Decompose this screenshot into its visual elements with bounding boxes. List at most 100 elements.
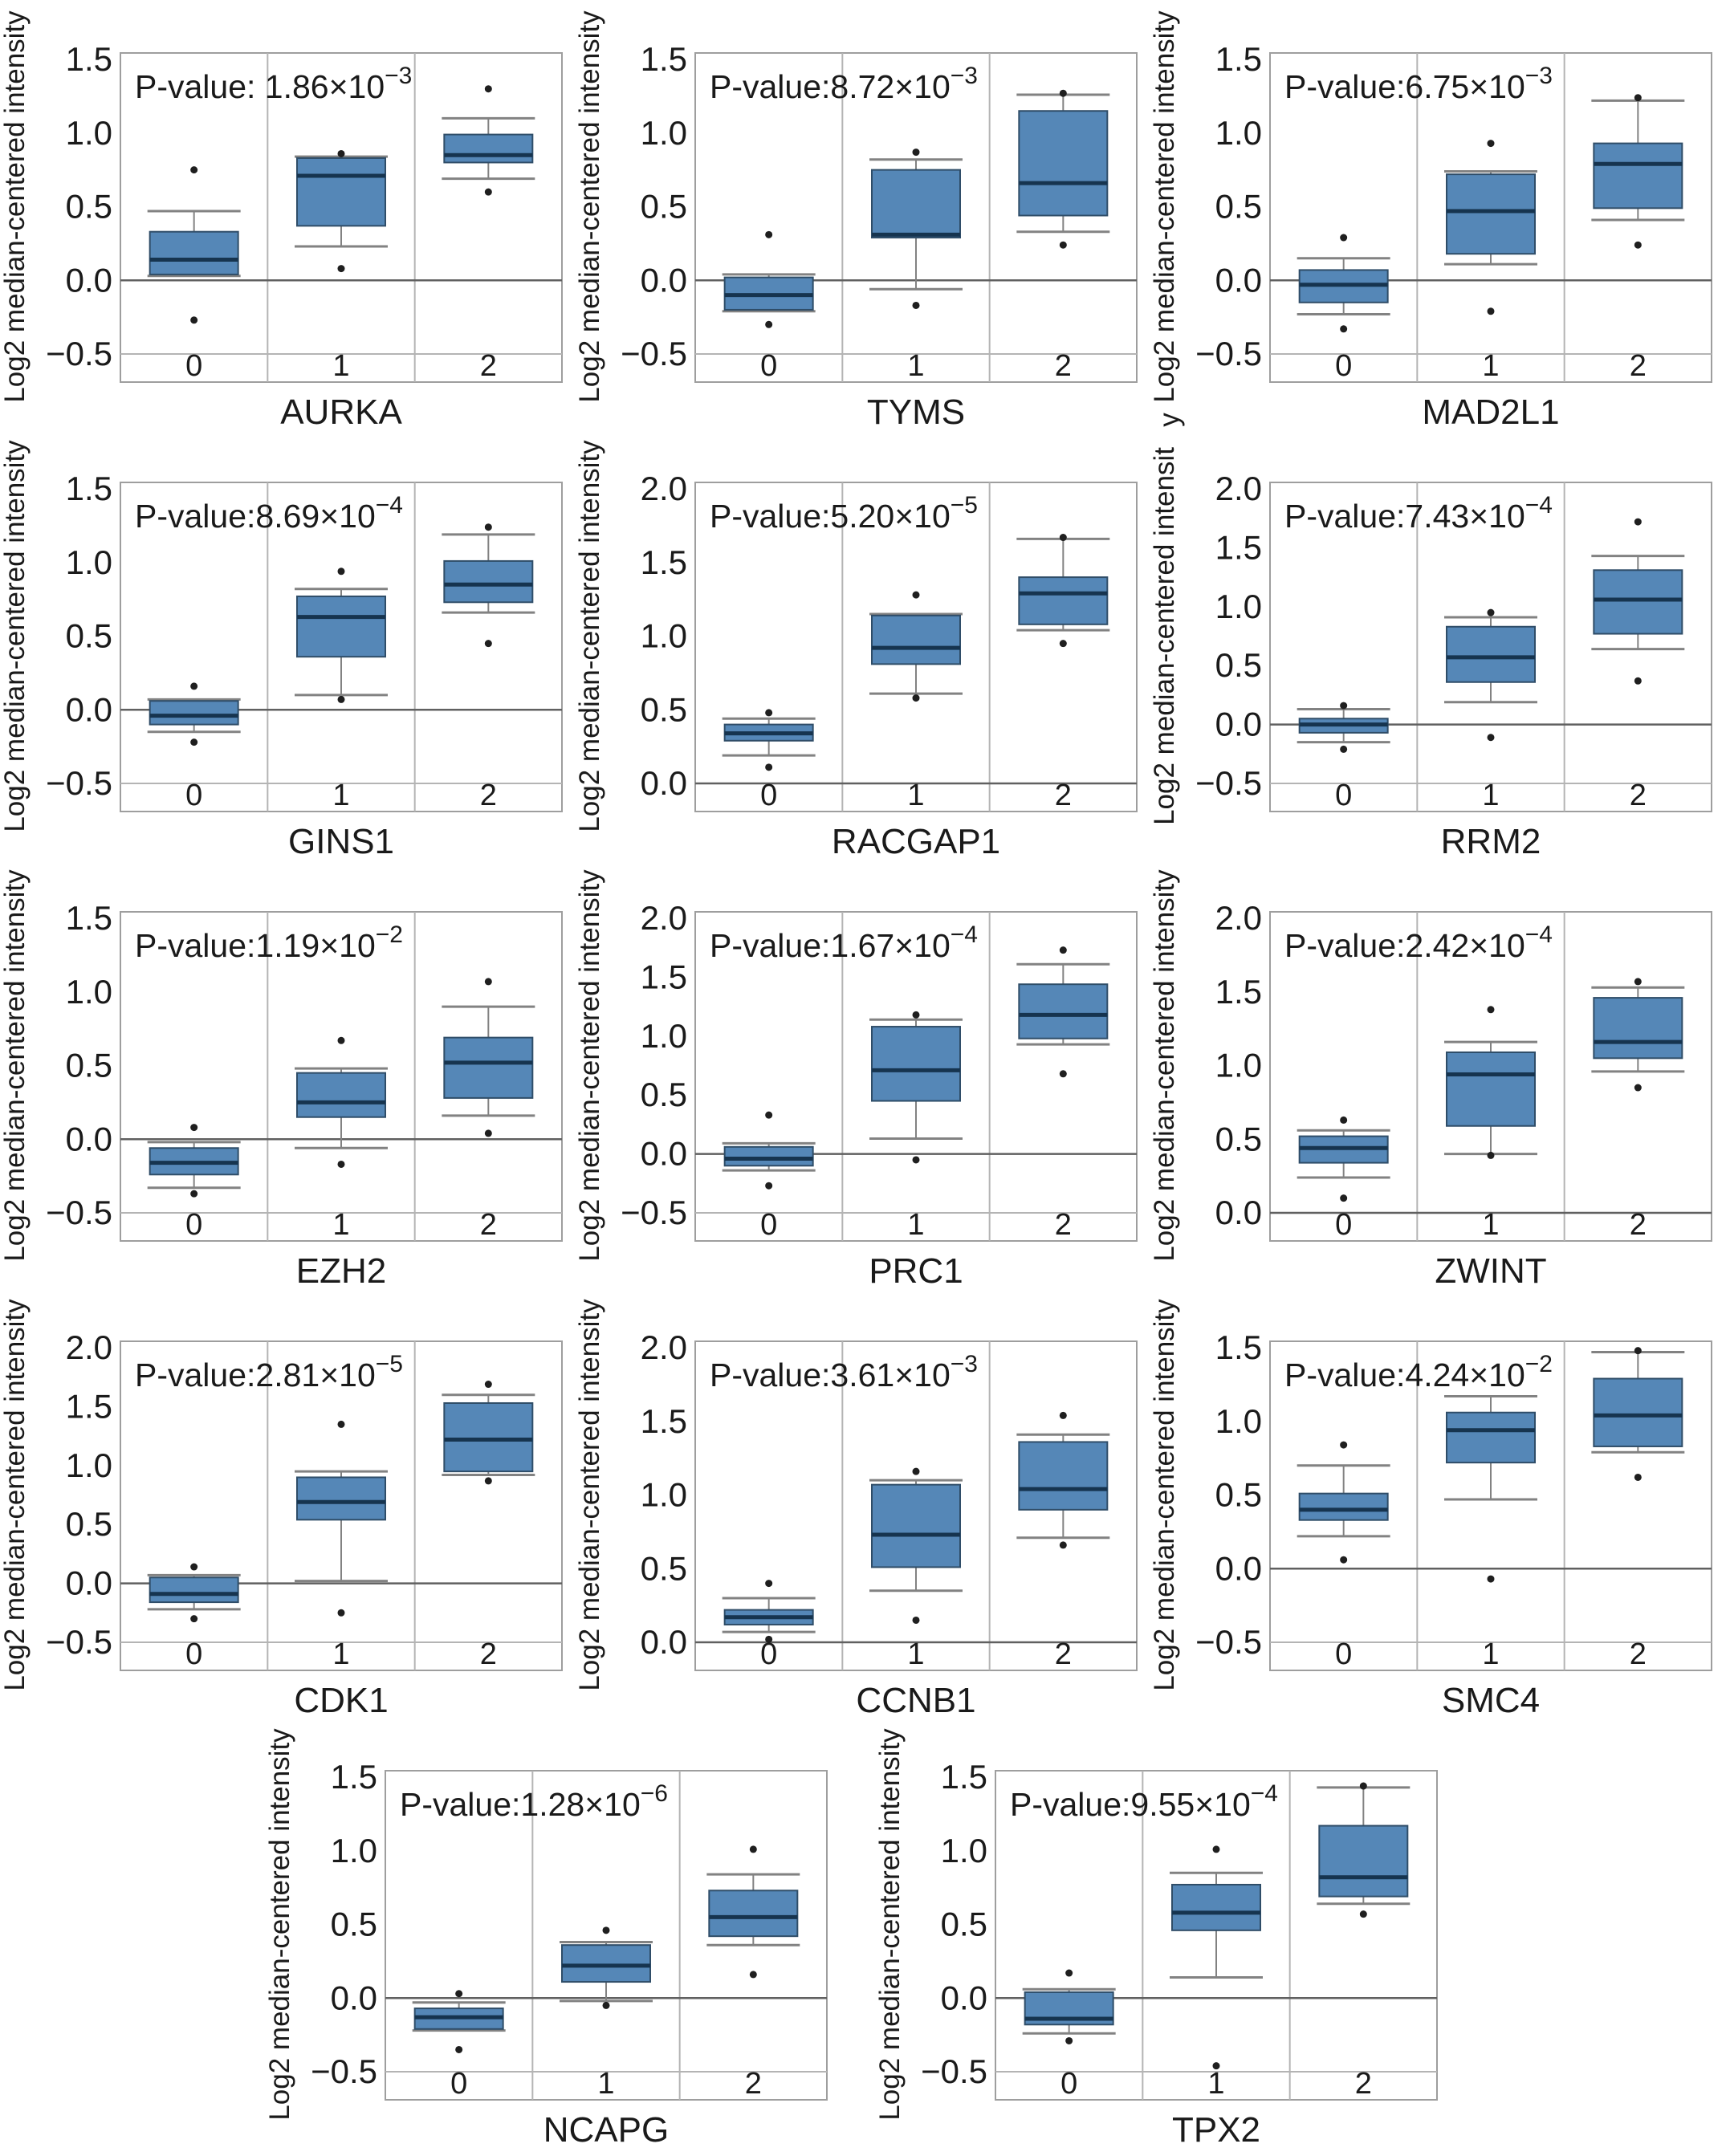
x-category-label: 0 — [1335, 779, 1352, 812]
x-category-label: 2 — [1630, 779, 1647, 812]
outlier-dot — [1634, 518, 1642, 526]
boxplot-group — [1016, 1411, 1110, 1549]
box — [1018, 576, 1109, 625]
y-tick-label: 1.0 — [66, 543, 112, 581]
outlier-dot — [765, 1580, 773, 1588]
gene-label: TYMS — [867, 393, 965, 432]
x-category-label: 0 — [760, 1637, 777, 1671]
y-tick-label: 2.0 — [641, 470, 687, 507]
boxplot-group — [147, 682, 241, 746]
box — [1018, 1441, 1109, 1511]
boxplot-group — [1444, 140, 1537, 315]
outlier-dot — [1634, 241, 1642, 249]
y-axis-label-overflow: y — [1154, 413, 1185, 427]
x-category-label: 2 — [745, 2067, 762, 2101]
outlier-dot — [190, 1615, 198, 1623]
y-tick-label: 2.0 — [641, 899, 687, 937]
y-tick-label: 0.0 — [641, 1623, 687, 1661]
boxplot-panel: 1.5 1.0 0.5 0.0 −0.5 0 1 2 P-value:4.24×10−2 Log2… — [1149, 1299, 1712, 1720]
y-tick-label: 0.0 — [1215, 1549, 1262, 1587]
x-category-label: 2 — [1055, 349, 1072, 383]
boxplot-group — [147, 166, 241, 324]
x-category-label: 2 — [480, 1637, 497, 1671]
p-value-base: P-value:3.61×10 — [710, 1357, 951, 1393]
boxplot-group — [1016, 89, 1110, 249]
box — [296, 157, 386, 227]
boxplot-group — [722, 230, 816, 328]
outlier-dot — [484, 188, 492, 196]
box — [443, 1036, 534, 1099]
outlier-dot — [484, 523, 492, 531]
y-tick-label: 1.0 — [641, 1476, 687, 1514]
boxplot-panel: 1.5 1.0 0.5 0.0 −0.5 0 1 2 P-value:9.55×10−4 Log2… — [874, 1728, 1438, 2150]
x-category-label: 2 — [1630, 1637, 1647, 1671]
y-tick-label: 1.5 — [1215, 528, 1262, 566]
boxplot-group — [869, 591, 963, 702]
y-tick-label: 0.5 — [1215, 1476, 1262, 1514]
x-category-label: 0 — [185, 1208, 202, 1242]
p-value-base: P-value:1.19×10 — [135, 927, 376, 964]
boxplot-group — [442, 523, 535, 648]
panel-slot: 1.5 1.0 0.5 0.0 −0.5 0 1 2 P-value:1.19×10−2 Log2… — [0, 869, 575, 1297]
boxplot-group — [1591, 518, 1685, 685]
figure-row: 1.5 1.0 0.5 0.0 −0.5 0 1 2 P-value: 1.86×10−3 Log… — [0, 0, 1726, 442]
x-category-label: 2 — [1630, 1208, 1647, 1242]
outlier-dot — [1340, 1194, 1348, 1202]
boxplot-group — [1297, 1116, 1390, 1202]
gene-label: GINS1 — [288, 822, 394, 861]
x-category-label: 0 — [1335, 1637, 1352, 1671]
y-tick-label: 0.5 — [641, 690, 687, 728]
y-tick-label: 0.5 — [1215, 188, 1262, 226]
x-category-label: 0 — [185, 1637, 202, 1671]
boxplot-panel: 1.5 1.0 0.5 0.0 −0.5 0 1 2 P-value:1.19×10−2 Log2… — [0, 869, 563, 1291]
figure-row: 1.5 1.0 0.5 0.0 −0.5 0 1 2 P-value:8.69×10−4 Log2… — [0, 413, 1726, 872]
x-category-label: 1 — [1482, 779, 1499, 812]
x-category-label: 1 — [1482, 1637, 1499, 1671]
y-tick-label: 0.0 — [66, 690, 112, 728]
outlier-dot — [1634, 1084, 1642, 1092]
outlier-dot — [190, 1124, 198, 1132]
y-axis-label: Log2 median-centered intensity — [574, 10, 605, 403]
y-axis-label: Log2 median-centered intensity — [574, 869, 605, 1262]
p-value-label: P-value:7.43×10−4 — [1284, 492, 1553, 535]
p-value-base: P-value:6.75×10 — [1284, 68, 1525, 105]
boxplot-panel: 2.0 1.5 1.0 0.5 0.0 −0.5 0 1 2 P-value:2.81×10−5 L… — [0, 1299, 563, 1720]
y-tick-label: 1.5 — [641, 40, 687, 78]
boxplot-panel: 1.5 1.0 0.5 0.0 −0.5 0 1 2 P-value: 1.86×10−3 Log… — [0, 10, 563, 432]
y-tick-label: 1.5 — [641, 543, 687, 581]
y-tick-label: 0.5 — [641, 188, 687, 226]
box — [1171, 1883, 1261, 1931]
y-axis-label: Log2 median-centered intensity — [264, 1728, 295, 2121]
box — [1593, 997, 1683, 1060]
y-axis-label: Log2 median-centered intensity — [0, 10, 31, 403]
p-value-label: P-value:8.72×10−3 — [710, 63, 978, 105]
y-axis-label: Log2 median-centered intensity — [1149, 1299, 1180, 1691]
gene-label: AURKA — [280, 393, 402, 432]
y-tick-label: −0.5 — [46, 1623, 112, 1661]
y-tick-label: 1.0 — [641, 617, 687, 655]
y-tick-label: −0.5 — [46, 335, 112, 372]
boxplot-panel: 1.5 1.0 0.5 0.0 −0.5 0 1 2 P-value:6.75×10−3 Log2… — [1149, 10, 1712, 432]
p-value-base: P-value:2.42×10 — [1284, 927, 1525, 964]
outlier-dot — [765, 1111, 773, 1119]
box — [1446, 1411, 1536, 1464]
x-category-label: 1 — [332, 349, 349, 383]
boxplot-group — [1022, 1969, 1116, 2044]
p-value-base: P-value: 1.86×10 — [135, 68, 385, 105]
outlier-dot — [337, 265, 345, 273]
x-category-label: 1 — [332, 1208, 349, 1242]
y-tick-label: 0.0 — [641, 764, 687, 802]
outlier-dot — [1340, 702, 1348, 710]
outlier-dot — [765, 763, 773, 771]
outlier-dot — [337, 1609, 345, 1617]
y-tick-label: 1.0 — [66, 114, 112, 152]
x-category-label: 0 — [760, 779, 777, 812]
boxplot-group — [722, 1111, 816, 1190]
outlier-dot — [765, 709, 773, 717]
p-value-label: P-value: 1.86×10−3 — [135, 63, 412, 105]
boxplot-group — [560, 1926, 653, 2009]
outlier-dot — [1487, 608, 1495, 616]
x-category-label: 0 — [760, 349, 777, 383]
boxplot-group — [1317, 1782, 1411, 1918]
x-category-label: 2 — [1055, 1637, 1072, 1671]
